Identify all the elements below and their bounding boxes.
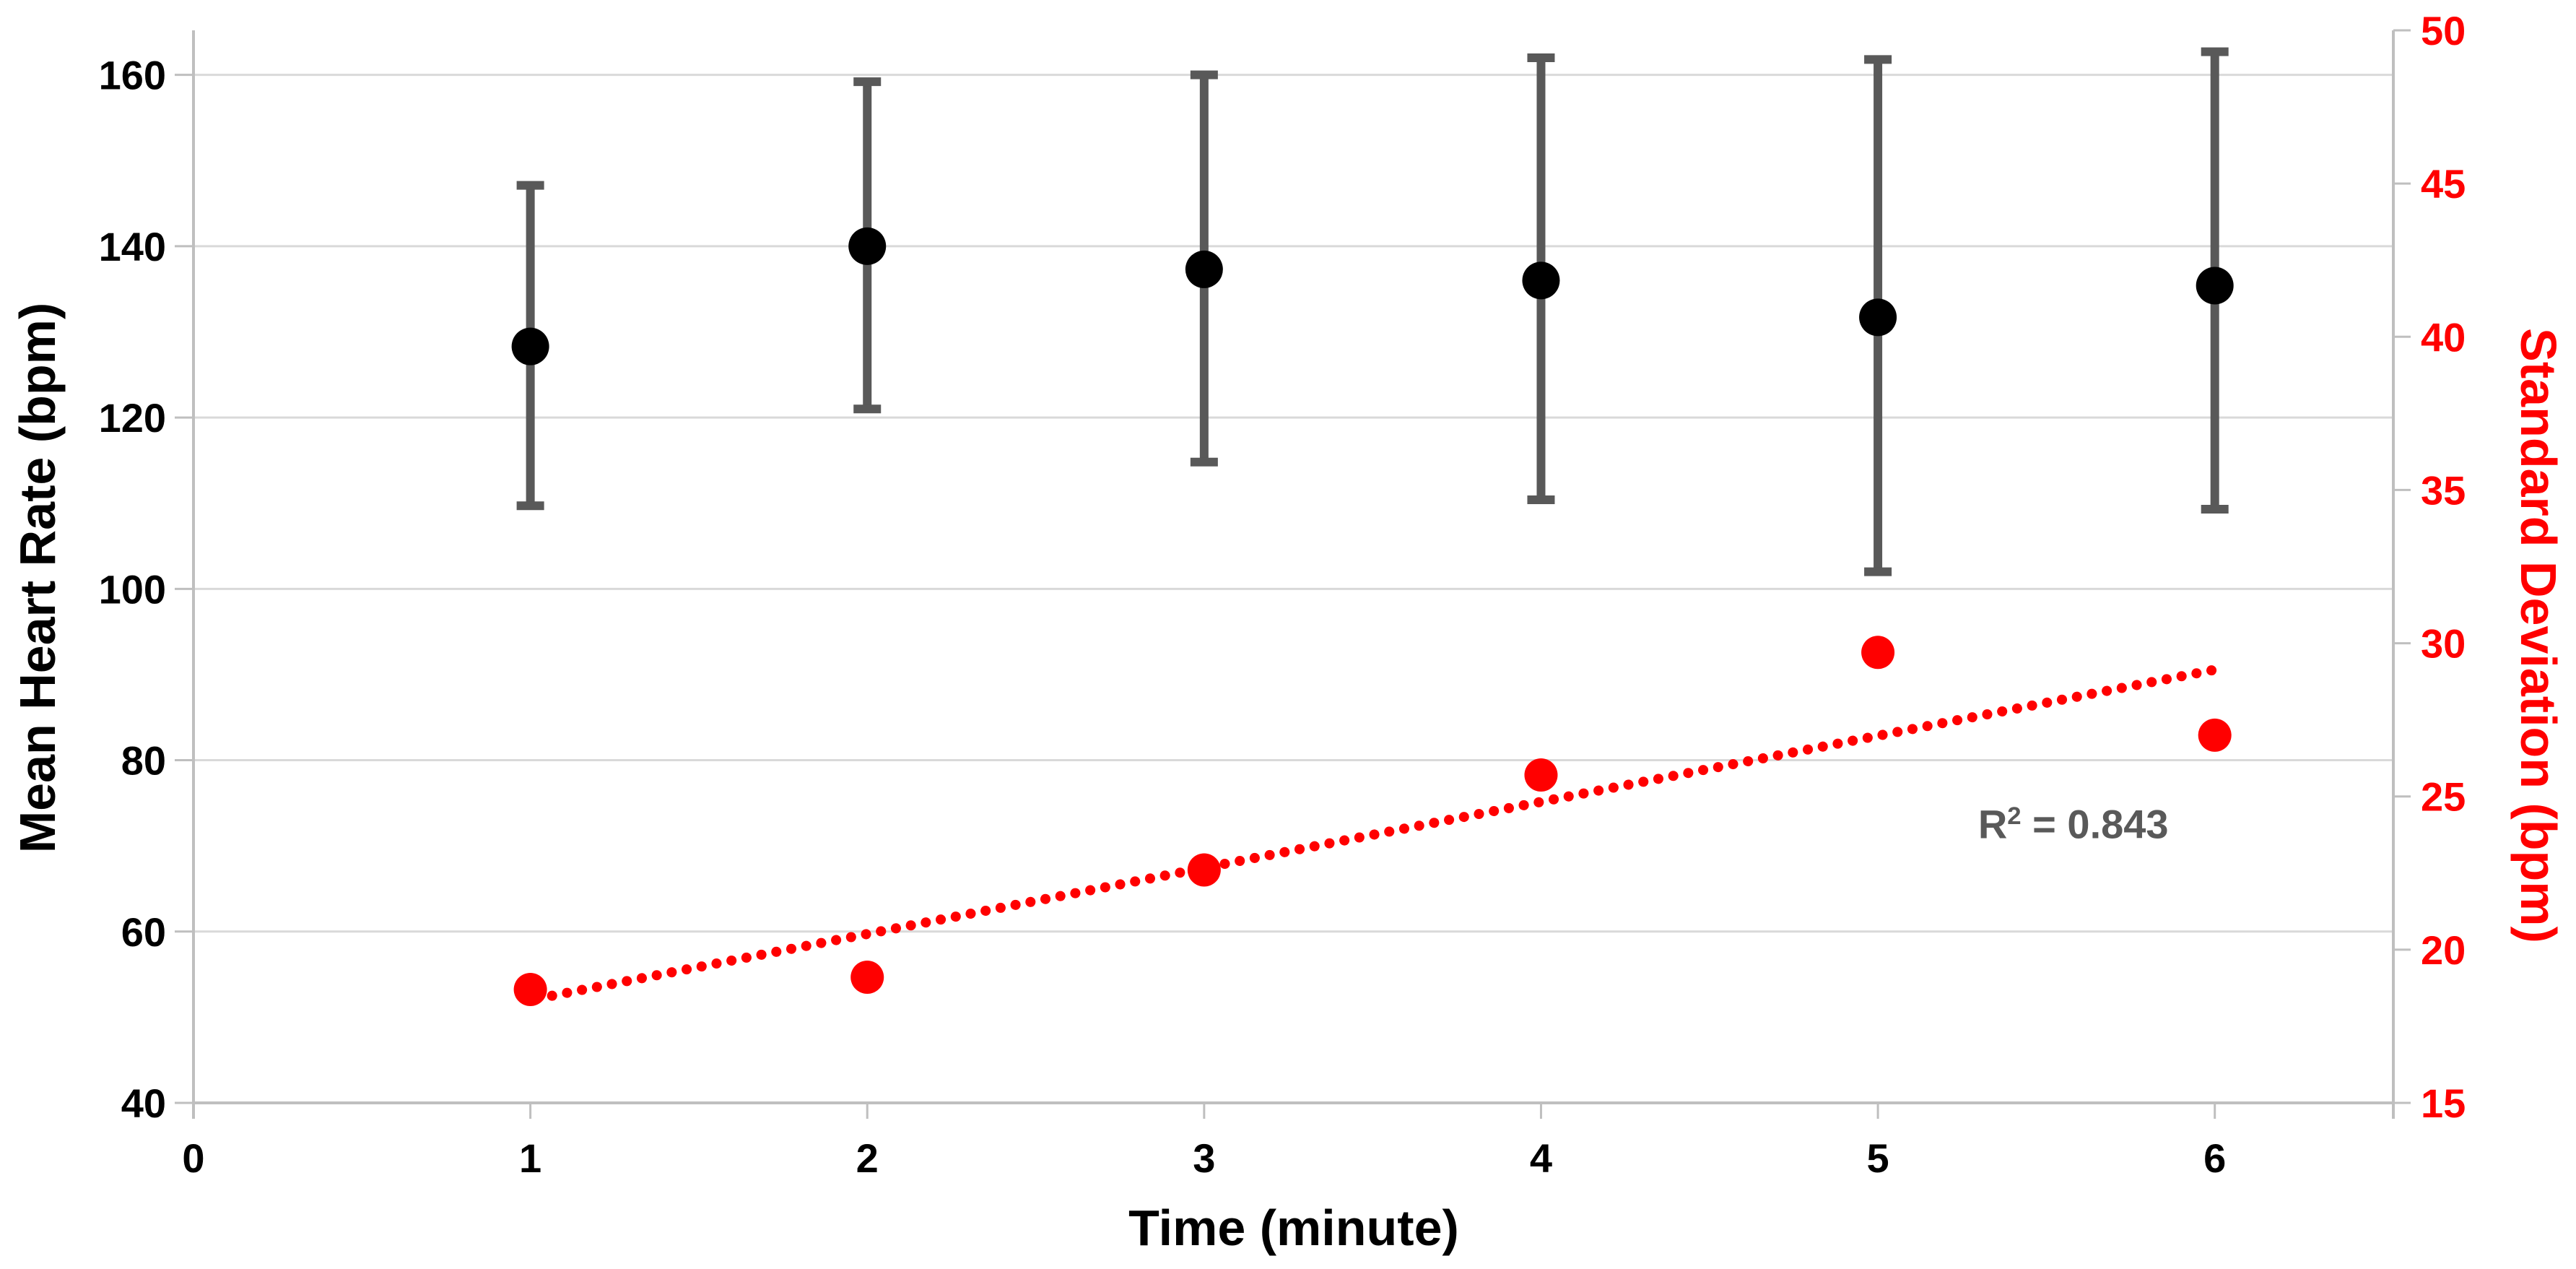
mean-hr-point: [2196, 267, 2234, 305]
right-tick-label: 40: [2421, 314, 2466, 360]
x-tick-label: 5: [1867, 1135, 1889, 1181]
mean-hr-point: [1185, 250, 1223, 288]
r-squared-exponent: 2: [2007, 802, 2022, 830]
x-tick-label: 6: [2203, 1135, 2226, 1181]
r-squared-value: = 0.843: [2021, 801, 2169, 847]
left-tick-label: 60: [121, 909, 166, 955]
right-axis-title: Standard Deviation (bpm): [2510, 328, 2567, 943]
right-tick-label: 50: [2421, 8, 2466, 53]
left-tick-label: 40: [121, 1080, 166, 1126]
mean-hr-point: [1859, 298, 1897, 337]
r-squared-annotation: R2 = 0.843: [1978, 800, 2169, 847]
right-tick-label: 15: [2421, 1080, 2466, 1126]
mean-hr-point: [511, 327, 549, 365]
right-tick-label: 30: [2421, 621, 2466, 667]
left-tick-label: 120: [99, 395, 166, 441]
right-tick-label: 35: [2421, 467, 2466, 513]
sd-point: [1861, 636, 1895, 670]
x-tick-label: 0: [182, 1135, 204, 1181]
mean-hr-point: [1522, 261, 1560, 300]
right-tick-label: 45: [2421, 161, 2466, 207]
x-tick-label: 2: [856, 1135, 879, 1181]
r-squared-prefix: R: [1977, 801, 2008, 847]
right-tick-label: 25: [2421, 774, 2466, 820]
x-tick-label: 4: [1530, 1135, 1552, 1181]
sd-point: [1187, 853, 1221, 887]
left-tick-label: 80: [121, 738, 166, 784]
x-tick-label: 1: [519, 1135, 541, 1181]
mean-hr-point: [848, 227, 887, 265]
sd-point: [2198, 718, 2232, 752]
right-tick-label: 20: [2421, 927, 2466, 973]
sd-trendline: [531, 662, 2230, 1004]
left-tick-label: 140: [99, 224, 166, 269]
sd-point: [1524, 758, 1558, 792]
left-tick-label: 160: [99, 53, 166, 98]
sd-point: [513, 973, 547, 1007]
sd-point: [850, 961, 884, 995]
left-axis-title: Mean Heart Rate (bpm): [9, 302, 66, 854]
x-axis-title: Time (minute): [1128, 1200, 1459, 1256]
x-tick-label: 3: [1193, 1135, 1215, 1181]
left-tick-label: 100: [99, 566, 166, 612]
